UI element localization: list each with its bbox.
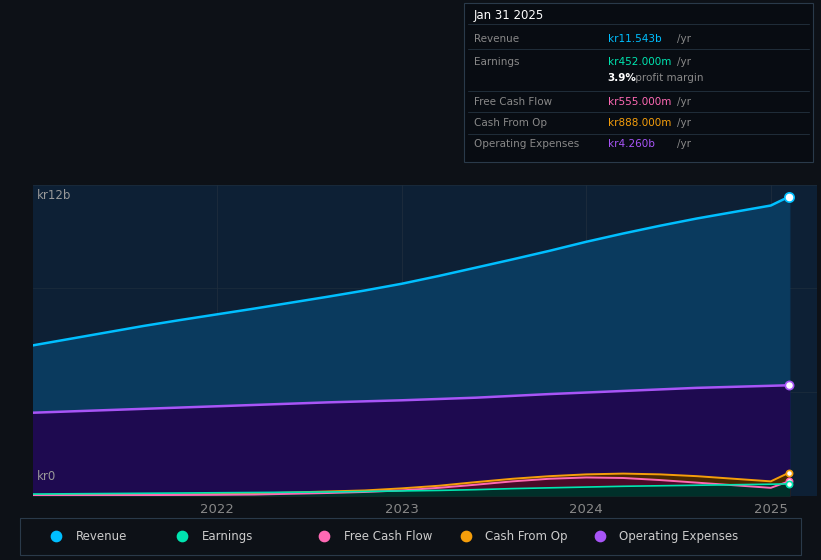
Bar — [21, 518, 800, 555]
Text: kr452.000m: kr452.000m — [608, 57, 671, 67]
Point — [49, 532, 62, 541]
Text: /yr: /yr — [677, 34, 691, 44]
Point — [459, 532, 472, 541]
Text: /yr: /yr — [677, 97, 691, 108]
Text: Cash From Op: Cash From Op — [485, 530, 568, 543]
Point — [782, 479, 796, 488]
Text: kr0: kr0 — [37, 470, 56, 483]
Text: kr555.000m: kr555.000m — [608, 97, 671, 108]
Point — [593, 532, 606, 541]
Text: kr888.000m: kr888.000m — [608, 118, 671, 128]
Text: Jan 31 2025: Jan 31 2025 — [474, 8, 544, 22]
Text: /yr: /yr — [677, 118, 691, 128]
Text: Earnings: Earnings — [474, 57, 519, 67]
Text: Operating Expenses: Operating Expenses — [619, 530, 739, 543]
Point — [782, 381, 796, 390]
Text: Cash From Op: Cash From Op — [474, 118, 547, 128]
Point — [782, 468, 796, 477]
Text: profit margin: profit margin — [632, 73, 704, 83]
Point — [782, 477, 796, 486]
Text: 3.9%: 3.9% — [608, 73, 636, 83]
Point — [782, 192, 796, 201]
Text: kr4.260b: kr4.260b — [608, 139, 654, 149]
Text: kr11.543b: kr11.543b — [608, 34, 661, 44]
Text: kr12b: kr12b — [37, 189, 71, 203]
Text: /yr: /yr — [677, 57, 691, 67]
Text: Operating Expenses: Operating Expenses — [474, 139, 579, 149]
Text: Free Cash Flow: Free Cash Flow — [343, 530, 432, 543]
Text: Revenue: Revenue — [76, 530, 127, 543]
Text: /yr: /yr — [677, 139, 691, 149]
Text: Free Cash Flow: Free Cash Flow — [474, 97, 552, 108]
Text: Revenue: Revenue — [474, 34, 519, 44]
Text: Earnings: Earnings — [202, 530, 253, 543]
Point — [317, 532, 330, 541]
Point — [176, 532, 189, 541]
